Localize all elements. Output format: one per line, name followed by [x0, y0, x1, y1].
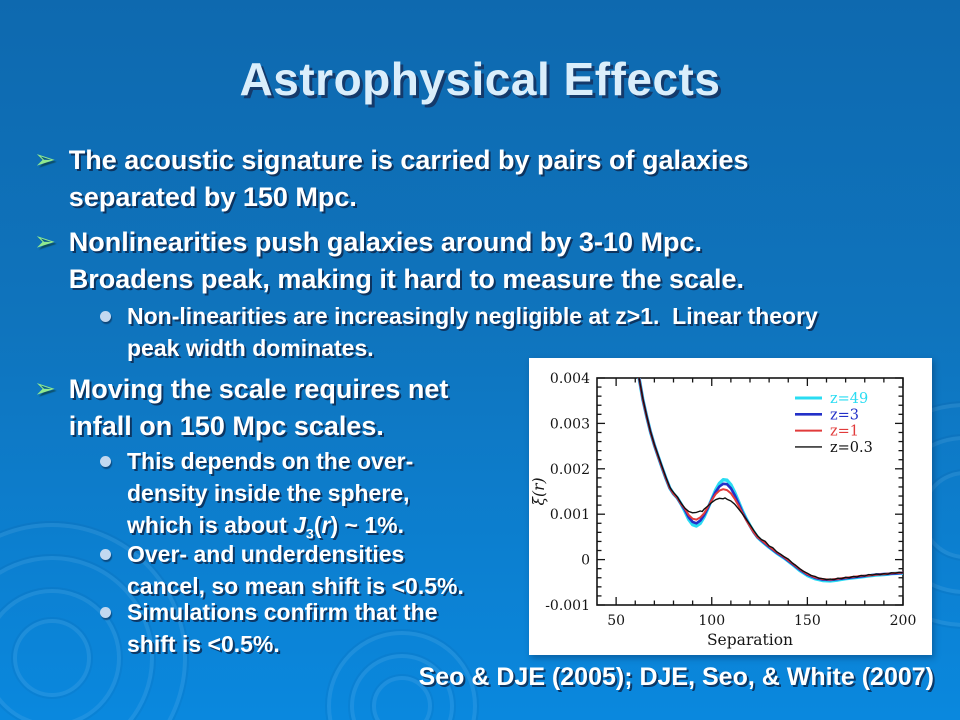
bullet-line: shift is <0.5%.: [127, 631, 280, 657]
bullet-text: Simulations confirm that the shift is <0…: [127, 596, 438, 660]
y-axis-label: ξ(r): [530, 477, 548, 505]
svg-text:0.004: 0.004: [550, 371, 590, 387]
svg-text:100: 100: [698, 613, 725, 629]
svg-text:50: 50: [607, 613, 625, 629]
subbullet-nonlinearities-negligible: Non-linearities are increasingly negligi…: [100, 300, 818, 364]
bullet-text: Over- and underdensities cancel, so mean…: [127, 538, 464, 602]
legend-label-z=3: z=3: [830, 407, 859, 423]
svg-text:-0.001: -0.001: [545, 598, 590, 614]
bullet-line: peak width dominates.: [127, 335, 374, 361]
chart-tick-labels: 50 100 150 200 -0.001 0 0.001 0.002 0.003 0.004 Se…: [530, 371, 916, 649]
bullet-line: Broadens peak, making it hard to measure…: [68, 264, 745, 294]
chart-axes: [596, 377, 904, 606]
x-axis-label: Separation: [707, 631, 793, 649]
dot-bullet-icon: [100, 456, 111, 467]
bullet-line-j3r: which is about J3(r) ~ 1%.: [127, 512, 404, 543]
bullet-line: density inside the sphere,: [127, 480, 410, 506]
subbullet-cancel: Over- and underdensities cancel, so mean…: [100, 538, 464, 602]
arrow-bullet-icon: ➢: [34, 144, 56, 174]
bullet-line: separated by 150 Mpc.: [68, 182, 357, 212]
series-z=3: [637, 378, 903, 582]
slide-title: Astrophysical Effects: [239, 53, 721, 105]
bullet-acoustic-signature: ➢ The acoustic signature is carried by p…: [34, 142, 749, 216]
chart-legend: z=49z=3z=1z=0.3: [795, 391, 873, 456]
correlation-function-chart: 50 100 150 200 -0.001 0 0.001 0.002 0.003 0.004 Se…: [529, 358, 932, 655]
legend-label-z=49: z=49: [830, 391, 868, 407]
subbullet-simulations: Simulations confirm that the shift is <0…: [100, 596, 438, 660]
arrow-bullet-icon: ➢: [34, 373, 56, 403]
bullet-line: The acoustic signature is carried by pai…: [68, 145, 749, 175]
bullet-text: This depends on the over- density inside…: [127, 445, 413, 551]
subbullet-overdensity: This depends on the over- density inside…: [100, 445, 413, 551]
dot-bullet-icon: [100, 549, 111, 560]
bullet-line: Moving the scale requires net: [68, 374, 449, 404]
arrow-bullet-icon: ➢: [34, 226, 56, 256]
svg-text:0: 0: [581, 553, 590, 569]
bullet-line: infall on 150 Mpc scales.: [68, 411, 384, 441]
bullet-line: Simulations confirm that the: [127, 599, 438, 625]
bullet-text: Non-linearities are increasingly negligi…: [127, 300, 818, 364]
citation: Seo & DJE (2005); DJE, Seo, & White (200…: [418, 663, 934, 691]
bullet-line: This depends on the over-: [127, 448, 414, 474]
bullet-line: Non-linearities are increasingly negligi…: [127, 303, 818, 329]
bullet-line: Nonlinearities push galaxies around by 3…: [68, 227, 702, 257]
bullet-line: Over- and underdensities: [127, 541, 405, 567]
dot-bullet-icon: [100, 607, 111, 618]
series-z=49: [637, 378, 903, 583]
series-z=0.3: [638, 378, 903, 581]
bullet-moving-scale: ➢ Moving the scale requires net infall o…: [34, 371, 448, 445]
svg-text:0.003: 0.003: [550, 416, 590, 432]
svg-text:200: 200: [890, 613, 917, 629]
svg-text:0.002: 0.002: [550, 462, 590, 478]
svg-text:0.001: 0.001: [550, 507, 590, 523]
dot-bullet-icon: [100, 311, 111, 322]
chart-series: [637, 378, 903, 583]
legend-label-z=0.3: z=0.3: [830, 440, 873, 456]
bullet-text: Moving the scale requires net infall on …: [69, 371, 449, 445]
chart-svg: 50 100 150 200 -0.001 0 0.001 0.002 0.003 0.004 Se…: [530, 371, 916, 649]
bullet-line: cancel, so mean shift is <0.5%.: [127, 573, 464, 599]
svg-text:150: 150: [794, 613, 821, 629]
legend-label-z=1: z=1: [830, 424, 859, 440]
bullet-nonlinearities: ➢ Nonlinearities push galaxies around by…: [34, 224, 744, 298]
bullet-text: Nonlinearities push galaxies around by 3…: [69, 224, 744, 298]
bullet-text: The acoustic signature is carried by pai…: [69, 142, 749, 216]
